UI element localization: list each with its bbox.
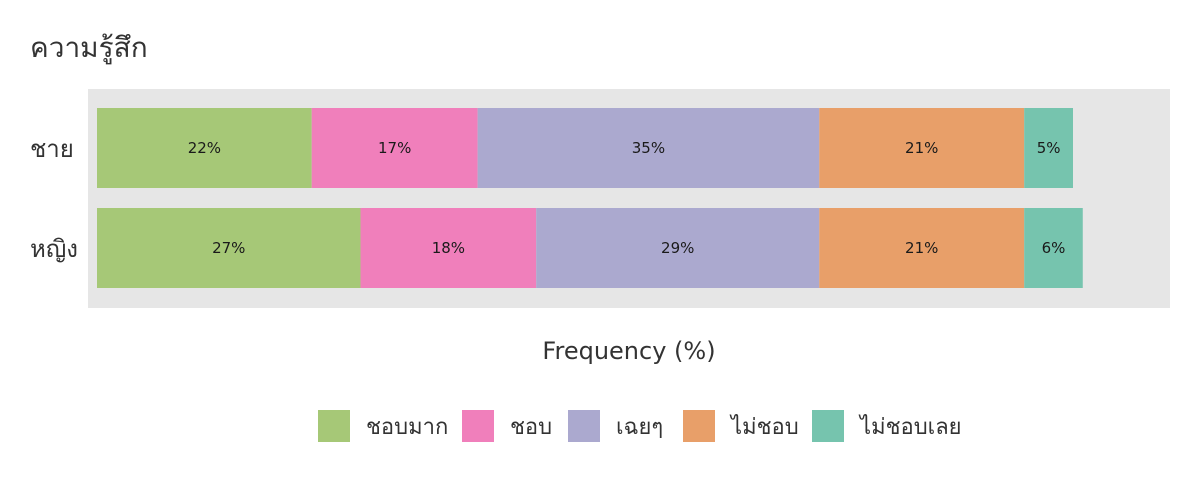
- legend-item: ไม่ชอบ: [683, 410, 799, 442]
- bar-segment: [97, 108, 312, 188]
- data-label: 21%: [905, 239, 938, 257]
- legend-label: ไม่ชอบ: [729, 414, 799, 440]
- data-label: 22%: [188, 139, 221, 157]
- bar-segment: [97, 208, 361, 288]
- bar-segment: [477, 108, 820, 188]
- bar-segment: [819, 108, 1025, 188]
- legend-item: เฉยๆ: [568, 410, 663, 442]
- legend-swatch: [568, 410, 600, 442]
- legend-swatch: [812, 410, 844, 442]
- legend-item: ไม่ชอบเลย: [812, 410, 962, 442]
- category-label: หญิง: [30, 235, 78, 263]
- x-axis-label: Frequency (%): [542, 337, 715, 365]
- data-label: 6%: [1042, 239, 1066, 257]
- bar-segment: [1024, 108, 1073, 188]
- legend-label: เฉยๆ: [616, 415, 663, 440]
- data-label: 35%: [632, 139, 665, 157]
- data-label: 5%: [1037, 139, 1061, 157]
- legend-label: ชอบมาก: [366, 415, 448, 440]
- legend-item: ชอบมาก: [318, 410, 448, 442]
- legend-swatch: [683, 410, 715, 442]
- legend-label: ไม่ชอบเลย: [858, 414, 962, 440]
- data-label: 29%: [661, 239, 694, 257]
- legend: ชอบมาก ชอบ เฉยๆ ไม่ชอบ ไม่ชอบเลย: [318, 410, 962, 442]
- data-label: 18%: [432, 239, 465, 257]
- data-label: 17%: [378, 139, 411, 157]
- bar-segment: [819, 208, 1025, 288]
- bar-segment: [536, 208, 820, 288]
- legend-swatch: [462, 410, 494, 442]
- bar-segment: [1024, 208, 1083, 288]
- bar-segment: [360, 208, 537, 288]
- bar-row: 22% 17% 35% 21% 5%: [97, 108, 1073, 188]
- legend-swatch: [318, 410, 350, 442]
- bars-layer: 22% 17% 35% 21% 5% 27% 18% 29% 21% 6%: [97, 108, 1083, 288]
- chart-title: ความรู้สึก: [30, 31, 148, 65]
- legend-label: ชอบ: [510, 415, 552, 440]
- category-label: ชาย: [30, 135, 74, 163]
- data-label: 21%: [905, 139, 938, 157]
- bar-segment: [311, 108, 478, 188]
- data-label: 27%: [212, 239, 245, 257]
- bar-row: 27% 18% 29% 21% 6%: [97, 208, 1083, 288]
- legend-item: ชอบ: [462, 410, 552, 442]
